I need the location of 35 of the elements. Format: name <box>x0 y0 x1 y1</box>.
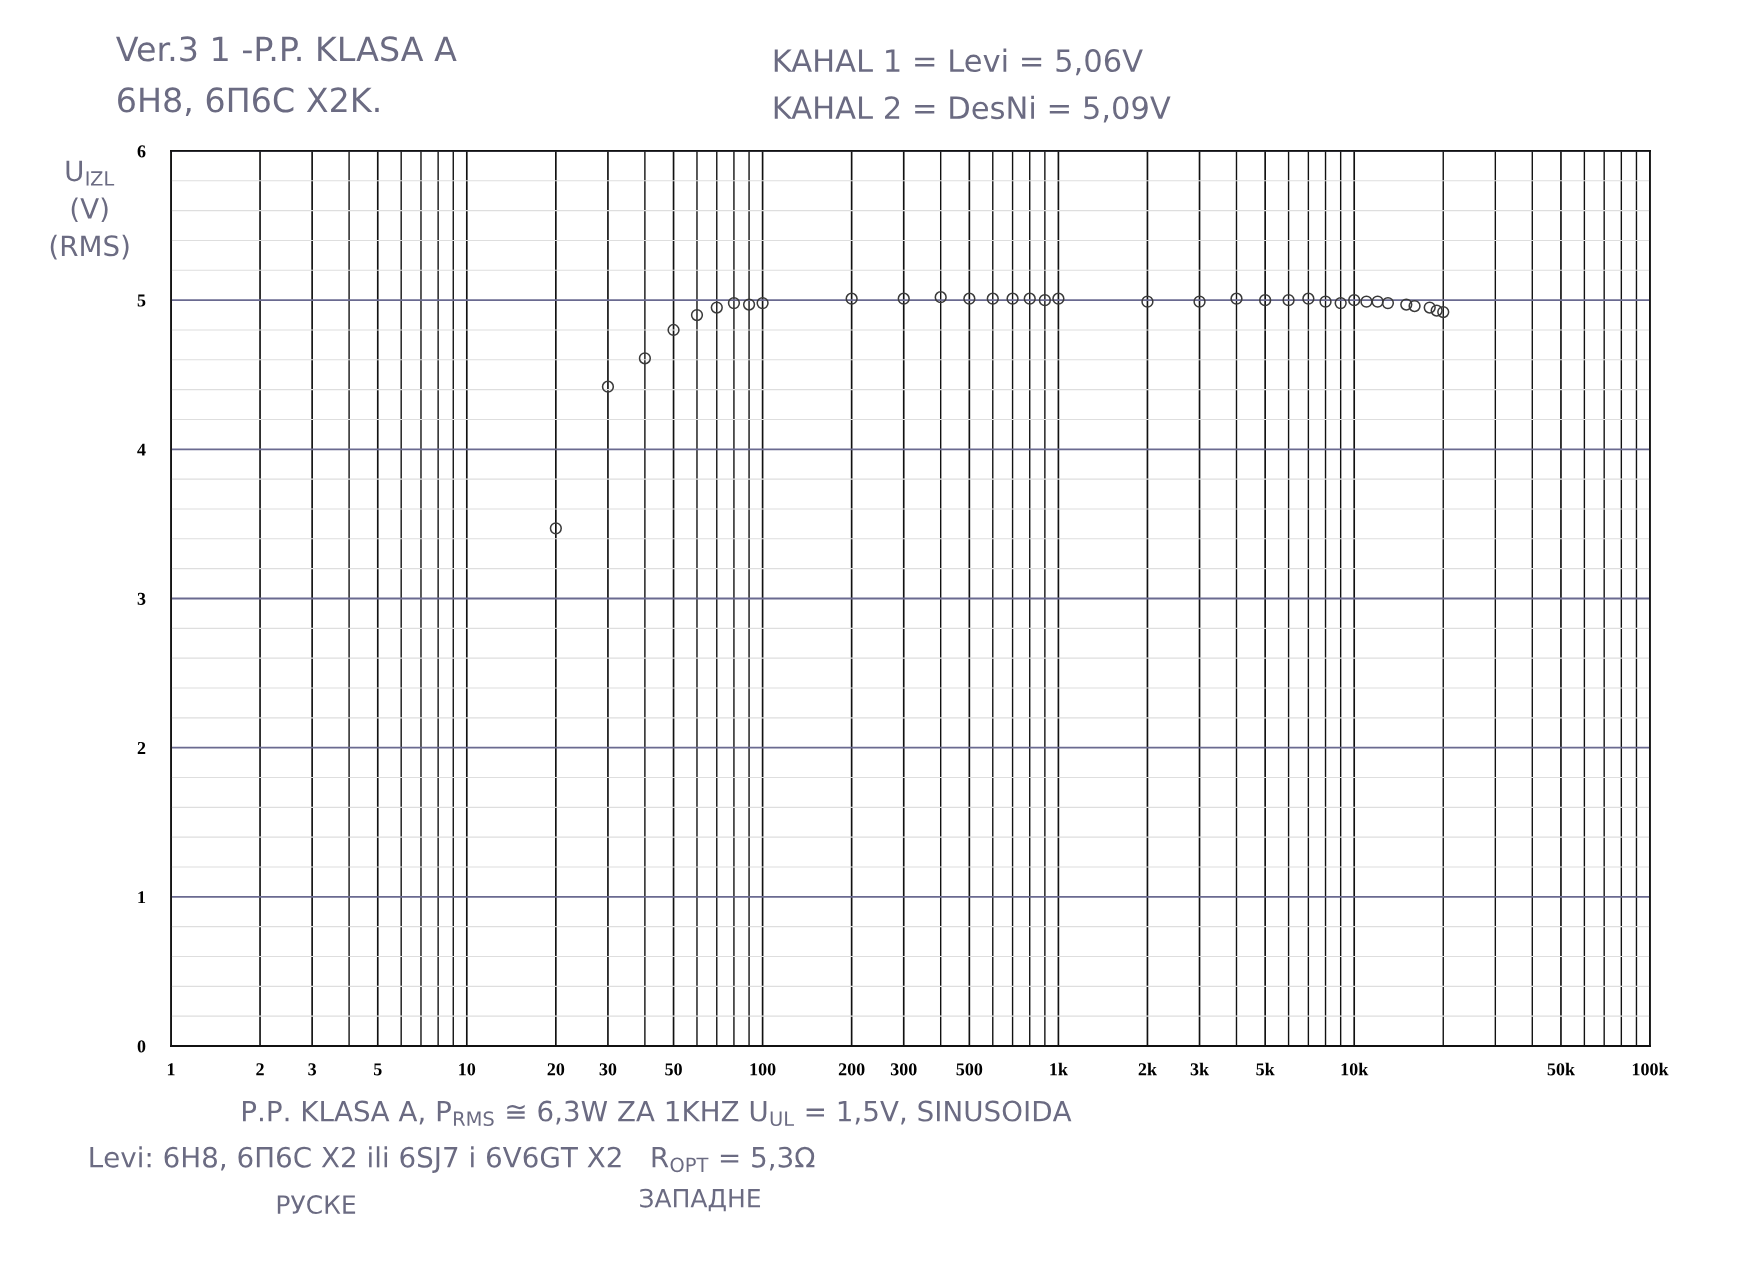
y-tick-label: 1 <box>138 891 146 904</box>
x-tick-label: 100 <box>750 1063 776 1076</box>
chart-subtitle: 6H8, 6П6C X2K. <box>118 87 379 116</box>
y-axis-title: U$_{IZL}$ (V) (RMS) <box>50 160 129 260</box>
text: ЗАПАДНЕ <box>640 1188 761 1212</box>
y-tick-label: 5 <box>137 294 146 307</box>
text: P.P. KLASA A, P$_{RMS}$ ≅ 6,3W ZA 1KHZ U$_{UL}$ = 1,5V, SINUSOIDA <box>243 1100 1072 1127</box>
y-tick-label: 2 <box>137 741 146 754</box>
y-tick-label: 6 <box>137 145 146 158</box>
chart-title: Ver.3 1 -P.P. KLASA A <box>116 36 457 62</box>
text: KAHAL 2 = DesNi = 5,09V <box>774 95 1171 123</box>
x-tick-label: 50 <box>665 1063 682 1076</box>
x-tick-label: 10k <box>1341 1062 1369 1076</box>
y-tick-label: 0 <box>137 1040 146 1053</box>
text: Levi: 6H8, 6П6C X2 ili 6SJ7 i 6V6GT X2 R$_{OPT}$ = 5,3Ω <box>90 1146 815 1173</box>
text: РУСКЕ <box>277 1195 356 1215</box>
y-tick-label: 4 <box>137 443 146 456</box>
x-tick-label: 500 <box>956 1063 983 1076</box>
x-tick-label: 100k <box>1632 1062 1669 1076</box>
text: KAHAL 1 = Levi = 5,06V <box>774 48 1143 76</box>
x-tick-label: 5 <box>373 1063 382 1076</box>
x-tick-label: 30 <box>599 1063 617 1076</box>
x-tick-label: 300 <box>890 1063 917 1076</box>
x-tick-label: 50k <box>1547 1062 1575 1076</box>
x-tick-label: 1k <box>1050 1062 1068 1076</box>
x-tick-label: 5k <box>1256 1062 1275 1076</box>
x-tick-label: 20 <box>547 1063 565 1076</box>
y-tick-label: 3 <box>137 592 146 605</box>
x-tick-label: 3 <box>308 1063 317 1076</box>
x-tick-label: 2 <box>256 1063 264 1076</box>
x-tick-label: 1 <box>167 1063 175 1076</box>
x-tick-label: 10 <box>459 1063 476 1076</box>
x-tick-label: 3k <box>1190 1062 1210 1076</box>
x-tick-label: 200 <box>838 1063 865 1076</box>
x-tick-label: 2k <box>1138 1062 1157 1076</box>
